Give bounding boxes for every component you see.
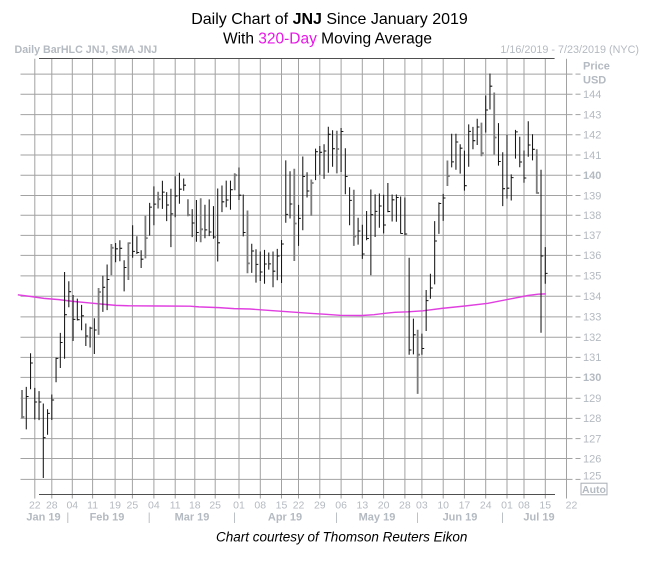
svg-text:08: 08 [518,500,530,512]
svg-text:Daily BarHLC JNJ, SMA JNJ: Daily BarHLC JNJ, SMA JNJ [15,44,158,56]
svg-text:01: 01 [501,500,513,512]
svg-text:132: 132 [583,332,601,344]
svg-text:127: 127 [583,433,601,445]
svg-text:25: 25 [127,500,139,512]
svg-text:133: 133 [583,312,601,324]
svg-text:08: 08 [254,500,266,512]
svg-text:136: 136 [583,250,601,262]
svg-text:Mar 19: Mar 19 [175,512,210,524]
svg-text:Feb 19: Feb 19 [90,512,125,524]
svg-text:|: | [416,512,419,524]
svg-text:125: 125 [583,471,601,483]
svg-text:29: 29 [314,500,326,512]
svg-text:Jan 19: Jan 19 [26,512,60,524]
svg-text:|: | [233,512,236,524]
svg-text:135: 135 [583,271,601,283]
svg-text:138: 138 [583,210,601,222]
svg-text:|: | [501,512,504,524]
svg-text:USD: USD [583,75,606,87]
svg-text:13: 13 [357,500,369,512]
svg-text:25: 25 [209,500,221,512]
svg-text:142: 142 [583,130,601,142]
svg-text:144: 144 [583,89,601,101]
svg-text:22: 22 [293,500,305,512]
svg-text:11: 11 [87,500,98,512]
svg-text:139: 139 [583,190,601,202]
svg-text:Price: Price [583,61,610,73]
svg-text:17: 17 [459,500,471,512]
svg-text:22: 22 [29,500,41,512]
svg-text:May 19: May 19 [359,512,396,524]
svg-text:141: 141 [583,150,601,162]
svg-text:20: 20 [378,500,390,512]
svg-text:Chart courtesy of Thomson Reut: Chart courtesy of Thomson Reuters Eikon [216,530,467,545]
svg-text:19: 19 [109,500,121,512]
svg-text:128: 128 [583,413,601,425]
svg-text:1/16/2019 - 7/23/2019 (NYC): 1/16/2019 - 7/23/2019 (NYC) [500,44,639,56]
svg-text:140: 140 [583,170,601,182]
svg-text:With 320-Day Moving Average: With 320-Day Moving Average [223,31,432,48]
svg-text:22: 22 [566,500,578,512]
svg-text:134: 134 [583,291,601,303]
svg-text:04: 04 [66,500,78,512]
svg-text:24: 24 [480,500,492,512]
svg-text:Daily Chart of JNJ Since Janua: Daily Chart of JNJ Since January 2019 [191,11,468,28]
svg-text:10: 10 [437,500,449,512]
svg-text:28: 28 [399,500,411,512]
svg-text:Apr 19: Apr 19 [268,512,302,524]
svg-text:131: 131 [583,352,601,364]
svg-text:Auto: Auto [582,484,606,496]
svg-text:143: 143 [583,109,601,121]
svg-text:15: 15 [276,500,288,512]
svg-text:06: 06 [335,500,347,512]
svg-text:|: | [66,512,69,524]
svg-text:|: | [335,512,338,524]
svg-text:11: 11 [170,500,181,512]
svg-text:01: 01 [233,500,245,512]
svg-text:|: | [148,512,151,524]
svg-text:Jul 19: Jul 19 [523,512,554,524]
svg-text:03: 03 [416,500,428,512]
svg-text:Jun 19: Jun 19 [443,512,478,524]
svg-text:129: 129 [583,393,601,405]
svg-text:126: 126 [583,453,601,465]
svg-text:130: 130 [583,372,601,384]
svg-text:18: 18 [189,500,201,512]
svg-text:15: 15 [539,500,551,512]
svg-text:137: 137 [583,230,601,242]
svg-text:28: 28 [46,500,58,512]
svg-text:04: 04 [148,500,160,512]
